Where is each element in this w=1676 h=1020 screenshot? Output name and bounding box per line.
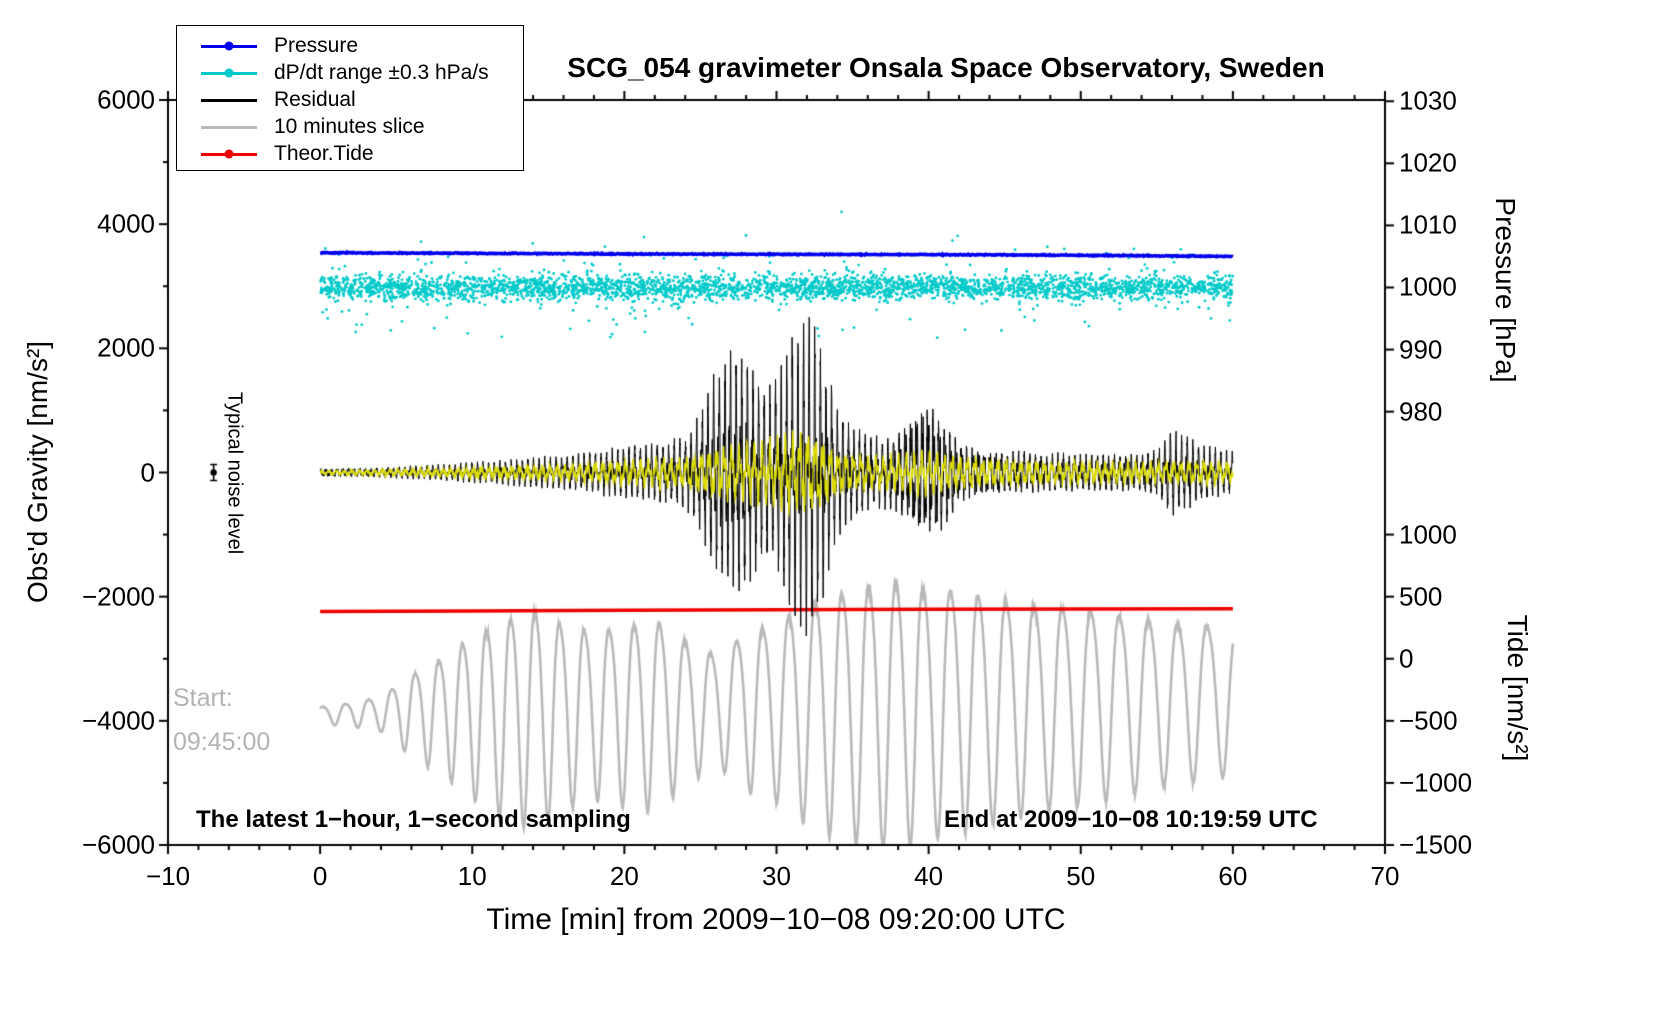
x-tick-label: 50 (1066, 861, 1096, 891)
typical-noise-level-label: Typical noise level (223, 391, 246, 555)
legend-item-label: Residual (274, 87, 356, 111)
pressure-tick-label: 1020 (1399, 147, 1457, 178)
pressure-legend-marker-icon (201, 38, 257, 54)
pressure-tick-label: 1030 (1399, 85, 1457, 116)
y-axis-label-tide: Tide [nm/s²] (1502, 614, 1533, 762)
sampling-note: The latest 1−hour, 1−second sampling (196, 806, 631, 833)
residual-legend-marker-icon (201, 92, 257, 108)
legend-item-tide: Theor.Tide (177, 140, 523, 167)
gravity-tick-label: −6000 (81, 829, 155, 860)
tide-legend-marker-icon (201, 146, 257, 162)
tide-tick-label: −500 (1399, 705, 1458, 736)
legend-item-pressure: Pressure (177, 32, 523, 59)
gravity-tick-label: 4000 (97, 208, 155, 239)
gravity-tick-label: 6000 (97, 84, 155, 115)
y-axis-label-gravity: Obs'd Gravity [nm/s²] (22, 340, 53, 604)
pressure-tick-label: 990 (1399, 334, 1443, 365)
legend-item-label: dP/dt range ±0.3 hPa/s (274, 60, 489, 84)
pressure-tick-label: 1000 (1399, 271, 1457, 302)
slice-legend-marker-icon (201, 119, 257, 135)
gravity-tick-label: −4000 (81, 705, 155, 736)
gravity-tick-label: −2000 (81, 581, 155, 612)
tide-tick-label: 500 (1399, 581, 1443, 612)
end-time-note: End at 2009−10−08 10:19:59 UTC (944, 806, 1318, 833)
legend: Pressure dP/dt range ±0.3 hPa/s Residual 10… (176, 25, 524, 171)
x-tick-label: 40 (914, 861, 944, 891)
dpdt-legend-marker-icon (201, 65, 257, 81)
pressure-tick-label: 1010 (1399, 209, 1457, 240)
legend-item-label: Theor.Tide (274, 141, 374, 165)
start-time-value: 09:45:00 (173, 728, 271, 756)
x-tick-label: 20 (609, 861, 639, 891)
x-axis-label-time: Time [min] from 2009−10−08 09:20:00 UTC (486, 903, 1066, 936)
start-time-label: Start: (173, 684, 233, 712)
gravity-tick-label: 2000 (97, 332, 155, 363)
pressure-tick-label: 980 (1399, 396, 1443, 427)
gravity-tick-label: 0 (140, 457, 155, 487)
tide-tick-label: 0 (1399, 643, 1414, 674)
legend-item-label: 10 minutes slice (274, 114, 425, 138)
legend-item-dpdt: dP/dt range ±0.3 hPa/s (177, 59, 523, 86)
x-tick-label: 10 (457, 861, 487, 891)
legend-item-label: Pressure (274, 33, 359, 57)
x-tick-label: 30 (762, 861, 791, 891)
x-tick-label: −10 (145, 861, 191, 891)
chart-title: SCG_054 gravimeter Onsala Space Observat… (567, 52, 1325, 83)
legend-item-residual: Residual (177, 86, 523, 113)
x-tick-label: 60 (1218, 861, 1248, 891)
legend-item-slice: 10 minutes slice (177, 113, 523, 140)
x-tick-label: 0 (312, 861, 328, 891)
tide-tick-label: −1500 (1399, 829, 1473, 860)
y-axis-label-pressure: Pressure [hPa] (1490, 197, 1521, 383)
tide-tick-label: −1000 (1399, 767, 1473, 798)
x-tick-label: 70 (1370, 861, 1400, 891)
tide-tick-label: 1000 (1399, 519, 1457, 550)
